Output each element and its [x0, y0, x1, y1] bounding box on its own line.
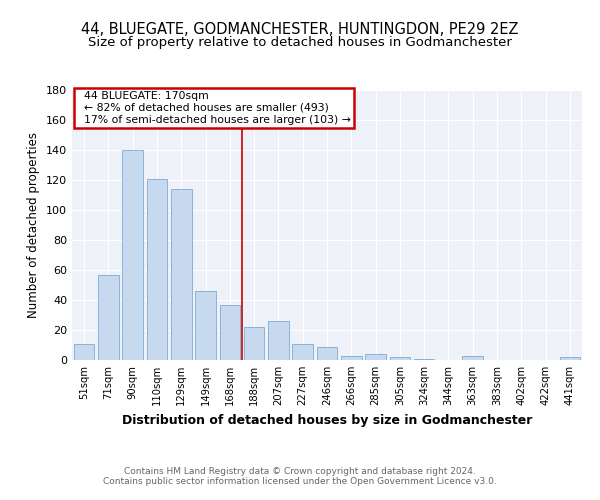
- Text: Contains HM Land Registry data © Crown copyright and database right 2024.: Contains HM Land Registry data © Crown c…: [124, 467, 476, 476]
- Bar: [317, 346, 337, 360]
- Bar: [122, 150, 143, 360]
- Bar: [171, 189, 191, 360]
- Text: Contains public sector information licensed under the Open Government Licence v3: Contains public sector information licen…: [103, 477, 497, 486]
- Bar: [365, 354, 386, 360]
- Bar: [341, 356, 362, 360]
- Bar: [268, 321, 289, 360]
- Bar: [220, 304, 240, 360]
- Bar: [389, 357, 410, 360]
- Bar: [414, 358, 434, 360]
- Y-axis label: Number of detached properties: Number of detached properties: [28, 132, 40, 318]
- Text: 44 BLUEGATE: 170sqm  
  ← 82% of detached houses are smaller (493)
  17% of semi: 44 BLUEGATE: 170sqm ← 82% of detached ho…: [77, 92, 351, 124]
- Text: Size of property relative to detached houses in Godmanchester: Size of property relative to detached ho…: [88, 36, 512, 49]
- Bar: [560, 357, 580, 360]
- Text: 44, BLUEGATE, GODMANCHESTER, HUNTINGDON, PE29 2EZ: 44, BLUEGATE, GODMANCHESTER, HUNTINGDON,…: [81, 22, 519, 38]
- X-axis label: Distribution of detached houses by size in Godmanchester: Distribution of detached houses by size …: [122, 414, 532, 426]
- Bar: [244, 327, 265, 360]
- Bar: [292, 344, 313, 360]
- Bar: [463, 356, 483, 360]
- Bar: [74, 344, 94, 360]
- Bar: [146, 178, 167, 360]
- Bar: [98, 274, 119, 360]
- Bar: [195, 291, 216, 360]
